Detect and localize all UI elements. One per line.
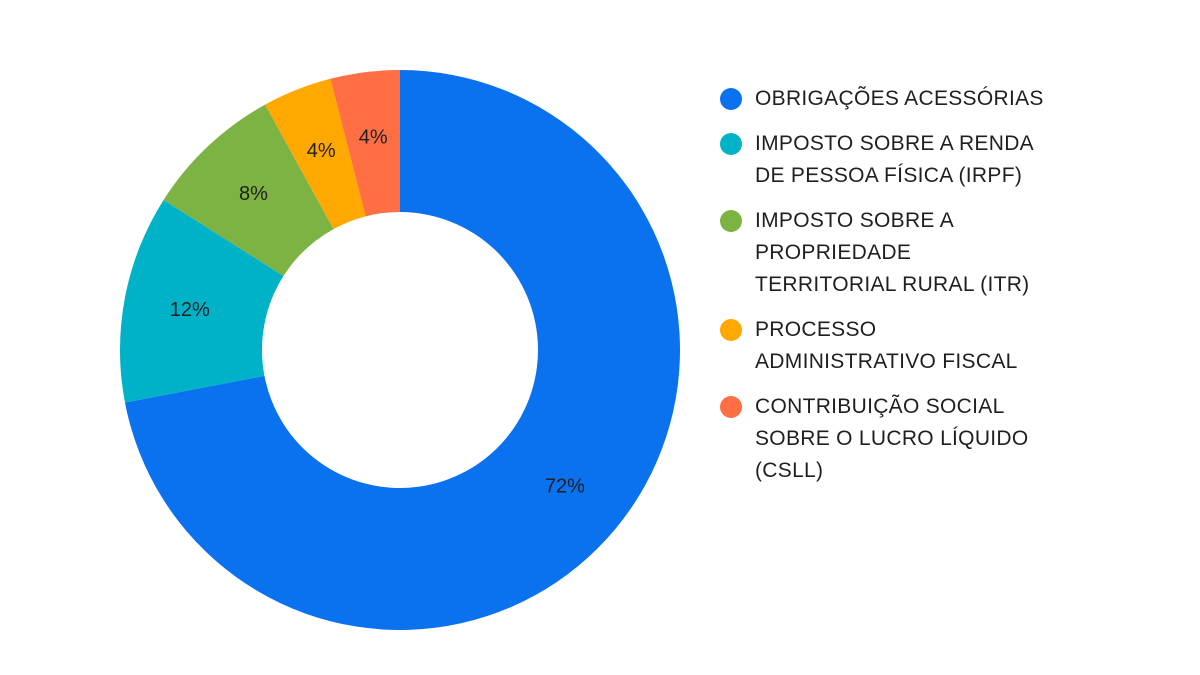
donut-slice[interactable] — [119, 199, 284, 403]
legend-item[interactable]: PROCESSO ADMINISTRATIVO FISCAL — [720, 314, 1050, 378]
legend-item[interactable]: IMPOSTO SOBRE A PROPRIEDADE TERRITORIAL … — [720, 205, 1050, 301]
donut-slice[interactable] — [163, 104, 334, 277]
legend-swatch — [720, 396, 742, 418]
donut-slice[interactable] — [265, 78, 366, 230]
legend-item[interactable]: CONTRIBUIÇÃO SOCIAL SOBRE O LUCRO LÍQUID… — [720, 391, 1050, 487]
legend: OBRIGAÇÕES ACESSÓRIAS IMPOSTO SOBRE A RE… — [720, 83, 1050, 500]
legend-swatch — [720, 319, 742, 341]
legend-label: CONTRIBUIÇÃO SOCIAL SOBRE O LUCRO LÍQUID… — [755, 395, 1029, 482]
slice-data-label: 12% — [170, 299, 210, 321]
legend-swatch — [720, 88, 742, 110]
legend-label: OBRIGAÇÕES ACESSÓRIAS — [755, 87, 1044, 110]
legend-label: IMPOSTO SOBRE A PROPRIEDADE TERRITORIAL … — [755, 209, 1030, 296]
slice-data-label: 8% — [239, 183, 268, 205]
slice-data-label: 72% — [545, 475, 585, 497]
legend-label: PROCESSO ADMINISTRATIVO FISCAL — [755, 318, 1018, 373]
legend-swatch — [720, 133, 742, 155]
legend-swatch — [720, 210, 742, 232]
legend-label: IMPOSTO SOBRE A RENDA DE PESSOA FÍSICA (… — [755, 132, 1033, 187]
legend-item[interactable]: OBRIGAÇÕES ACESSÓRIAS — [720, 83, 1050, 115]
legend-item[interactable]: IMPOSTO SOBRE A RENDA DE PESSOA FÍSICA (… — [720, 128, 1050, 192]
slice-data-label: 4% — [359, 127, 388, 149]
slice-data-label: 4% — [307, 140, 336, 162]
slices-group — [119, 70, 680, 630]
donut-slice[interactable] — [124, 70, 680, 630]
data-labels-group: 72% 12% 8% 4% 4% — [170, 127, 585, 498]
donut-slice[interactable] — [330, 70, 400, 217]
